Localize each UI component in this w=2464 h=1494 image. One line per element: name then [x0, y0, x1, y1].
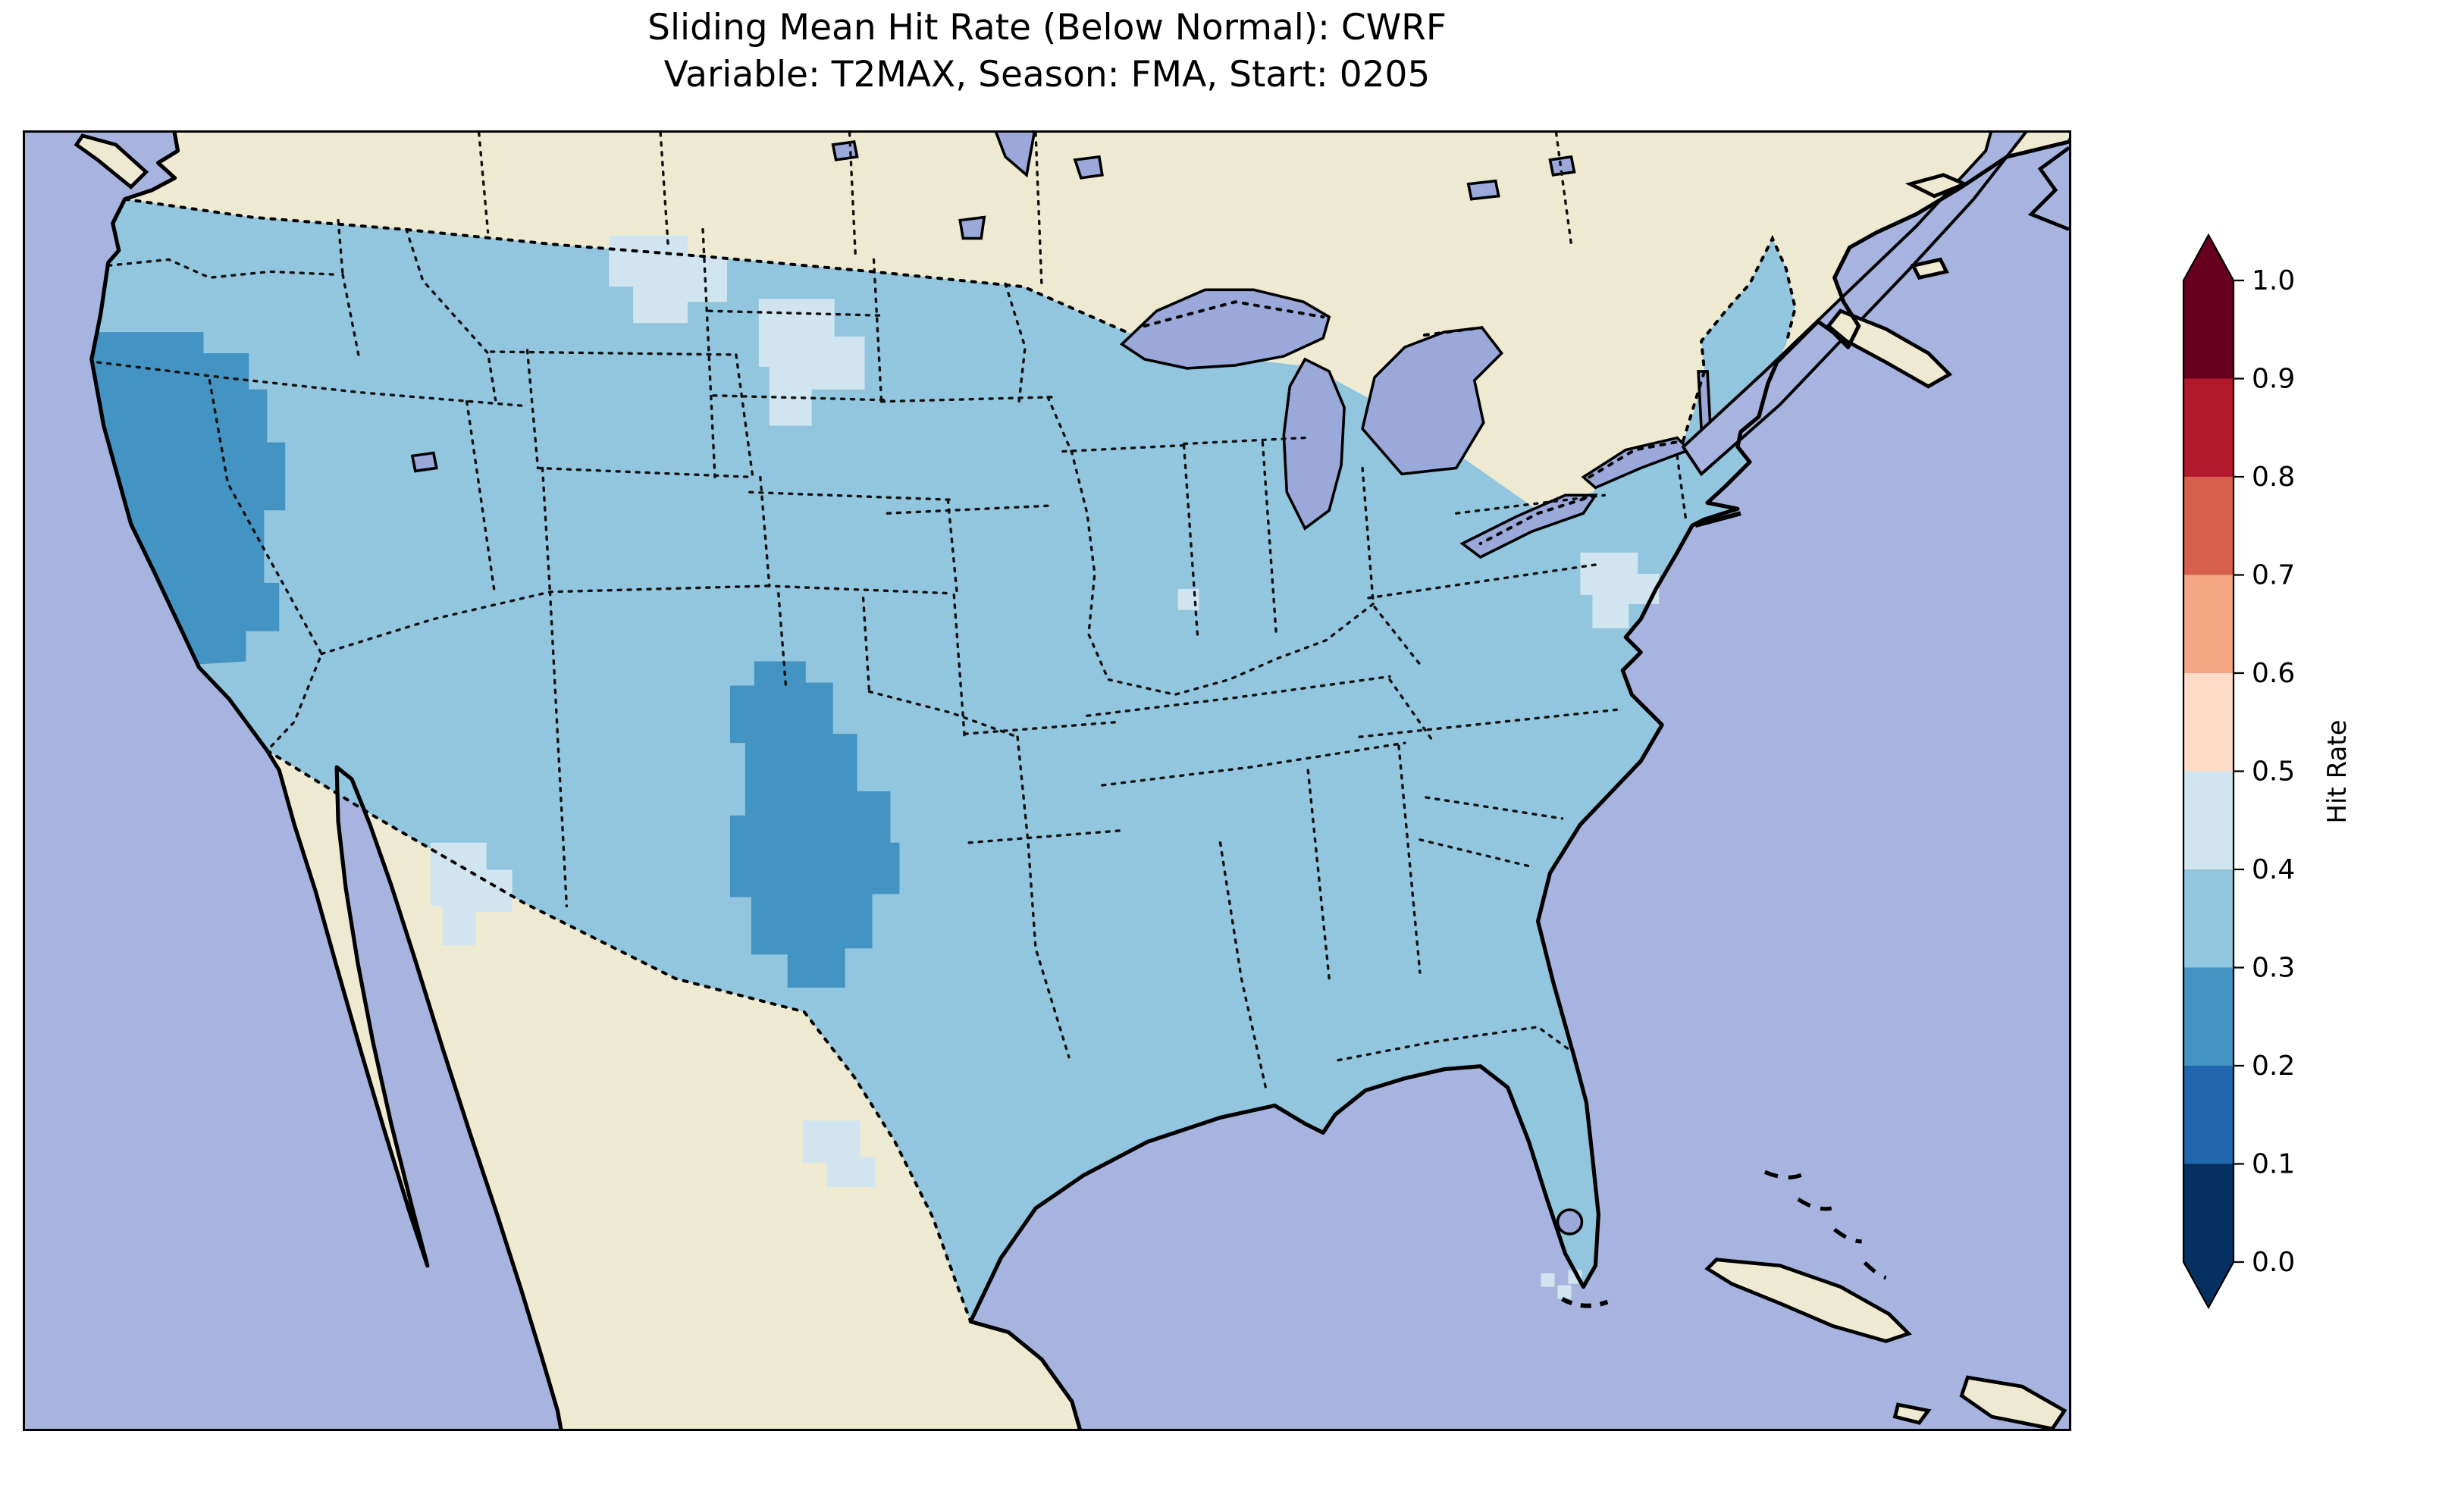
newfoundland-coast: [2027, 146, 2069, 231]
colorbar-band-02-03: [2183, 967, 2234, 1066]
colorbar-band-05-06: [2183, 673, 2234, 772]
map-panel: [23, 130, 2071, 1431]
colorbar-band-00-01: [2183, 1164, 2234, 1262]
title-line-1: Sliding Mean Hit Rate (Below Normal): CW…: [647, 7, 1447, 49]
colorbar-tick-label: 0.8: [2252, 462, 2295, 493]
colorbar-tick-label: 0.7: [2252, 560, 2295, 591]
canada-province-borders: [477, 133, 1573, 288]
title-line-2: Variable: T2MAX, Season: FMA, Start: 020…: [663, 54, 1431, 96]
state-borders-central: [748, 282, 1306, 1089]
colorbar-band-03-04: [2183, 869, 2234, 968]
coastline-stroke: [89, 133, 2069, 1429]
long-island: [1694, 511, 1741, 528]
colorbar-band-09-10: [2183, 280, 2234, 379]
state-borders-west: [96, 218, 886, 908]
colorbar-tick-label: 0.2: [2252, 1051, 2295, 1082]
us-hit-rate-field: [91, 199, 1795, 1322]
colorbar-band-04-05: [2183, 771, 2234, 869]
colorbar-tick-label: 0.5: [2252, 756, 2295, 788]
map-svg: [25, 133, 2069, 1429]
colorbar-band-01-02: [2183, 1066, 2234, 1164]
florida-keys: [1561, 1296, 1609, 1308]
figure-title: Sliding Mean Hit Rate (Below Normal): CW…: [23, 5, 2071, 99]
colorbar: 1.0 0.9 0.8 0.7 0.6 0.5 0.4 0.3 0.2 0.1 …: [2173, 227, 2400, 1380]
colorbar-axis-label: Hit Rate: [2322, 719, 2353, 823]
colorbar-tick-label: 0.4: [2252, 854, 2295, 885]
colorbar-arrow-over: [2183, 235, 2234, 280]
us-canada-border: [123, 197, 1797, 546]
colorbar-arrow-under: [2183, 1262, 2234, 1308]
colorbar-tick-label: 0.6: [2252, 658, 2295, 689]
colorbar-ticks: [2234, 279, 2244, 1264]
colorbar-tick-label: 0.1: [2252, 1149, 2295, 1180]
colorbar-band-07-08: [2183, 477, 2234, 575]
us-mexico-border: [265, 749, 973, 1323]
colorbar-tick-label: 1.0: [2252, 265, 2295, 296]
colorbar-band-08-09: [2183, 378, 2234, 477]
colorbar-svg: 1.0 0.9 0.8 0.7 0.6 0.5 0.4 0.3 0.2 0.1 …: [2182, 233, 2353, 1310]
colorbar-band-06-07: [2183, 575, 2234, 673]
hit-rate-patches-02-03: [91, 332, 900, 988]
state-borders-east: [1086, 454, 1688, 1062]
colorbar-tick-label: 0.0: [2252, 1247, 2295, 1278]
colorbar-tick-label: 0.9: [2252, 364, 2295, 395]
colorbar-tick-label: 0.3: [2252, 953, 2295, 984]
